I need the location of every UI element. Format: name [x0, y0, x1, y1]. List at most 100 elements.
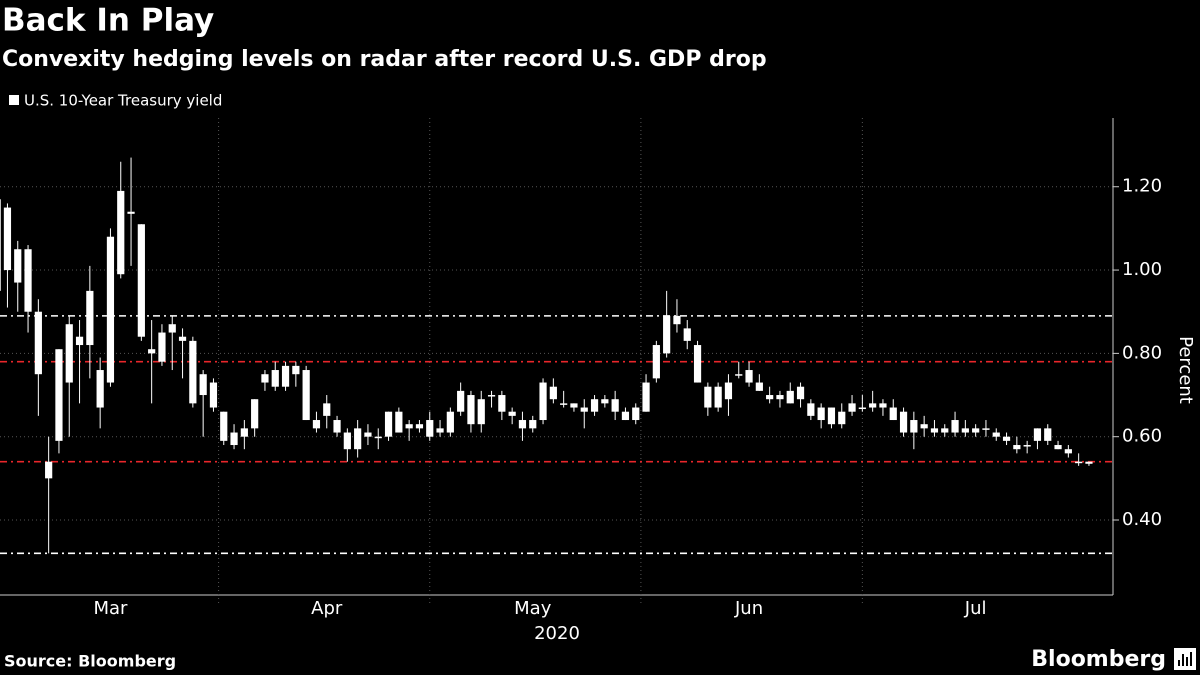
- candle-body: [899, 411, 908, 433]
- candle-body: [220, 411, 228, 441]
- candle-body: [735, 374, 743, 376]
- candle-body: [323, 403, 331, 416]
- candle-body: [354, 428, 362, 450]
- candle-body: [1064, 449, 1072, 454]
- candle-body: [889, 407, 897, 421]
- candle-body: [848, 403, 856, 412]
- candle-body: [817, 407, 825, 421]
- candle-body: [642, 382, 650, 412]
- candle-body: [838, 411, 846, 425]
- candle-body: [611, 399, 619, 412]
- candle-body: [663, 315, 671, 354]
- candle-body: [621, 411, 630, 421]
- candle-body: [508, 411, 516, 416]
- candle-body: [302, 370, 310, 421]
- x-tick-label: Apr: [311, 598, 343, 619]
- source: Source: Bloomberg: [4, 652, 176, 671]
- candle-body: [199, 374, 207, 396]
- candle-body: [714, 386, 722, 408]
- candle-body: [1023, 445, 1031, 447]
- candle-body: [261, 374, 269, 383]
- candle-body: [75, 336, 84, 346]
- x-tick-label: Mar: [93, 598, 128, 619]
- brand-icon: [1174, 648, 1196, 670]
- candle-body: [426, 420, 434, 437]
- candle-body: [312, 420, 321, 429]
- candle-body: [673, 315, 681, 325]
- candle-body: [961, 428, 969, 433]
- candle-body: [106, 236, 115, 383]
- chart-title: Back In Play: [2, 3, 214, 39]
- y-tick-label: 1.20: [1122, 176, 1162, 197]
- candle-body: [333, 420, 341, 433]
- chart-subtitle: Convexity hedging levels on radar after …: [2, 47, 767, 72]
- candle-body: [920, 424, 928, 429]
- y-tick-label: 0.80: [1122, 342, 1162, 363]
- candle-body: [879, 403, 887, 408]
- brand-icon-bars: [1178, 652, 1192, 666]
- candle-body: [590, 399, 599, 412]
- candle-body: [487, 395, 496, 397]
- candle-body: [827, 407, 836, 425]
- candle-body: [405, 424, 413, 429]
- candle-body: [65, 324, 73, 383]
- candle-body: [127, 211, 135, 214]
- candle-body: [209, 382, 218, 408]
- candle-body: [292, 365, 300, 375]
- candle-body: [693, 345, 702, 383]
- candle-body: [652, 345, 660, 379]
- candle-body: [1085, 461, 1093, 464]
- candle-body: [498, 395, 506, 412]
- candle-body: [168, 324, 176, 333]
- candle-body: [467, 395, 475, 425]
- candle-body: [117, 190, 125, 275]
- candle-body: [930, 428, 939, 433]
- candle-body: [446, 411, 454, 433]
- x-axis-label: 2020: [534, 623, 580, 644]
- candle-body: [1033, 428, 1042, 441]
- candle-body: [869, 403, 877, 408]
- candle-body: [755, 382, 763, 391]
- legend-label: U.S. 10-Year Treasury yield: [24, 92, 222, 110]
- candle-body: [45, 461, 53, 479]
- candle-body: [972, 428, 980, 433]
- y-tick-label: 0.40: [1122, 509, 1162, 530]
- legend-swatch: [9, 95, 19, 105]
- candle-body: [34, 311, 42, 375]
- candle-body: [1013, 445, 1021, 450]
- candle-body: [24, 249, 32, 312]
- candle-body: [724, 382, 733, 400]
- candle-body: [539, 382, 547, 421]
- candle-body: [14, 249, 22, 283]
- candle-body: [858, 407, 866, 410]
- candle-body: [1054, 445, 1062, 450]
- candle-body: [343, 432, 351, 450]
- candle-body: [1002, 436, 1011, 441]
- candle-body: [158, 332, 166, 362]
- candle-body: [745, 370, 753, 383]
- candle-body: [796, 386, 805, 400]
- candle-body: [178, 336, 187, 341]
- candle-body: [189, 340, 197, 404]
- candle-body: [518, 420, 527, 429]
- candle-body: [477, 399, 485, 425]
- candle-body: [0, 199, 1, 291]
- candle-body: [384, 411, 393, 437]
- y-tick-label: 1.00: [1122, 259, 1162, 280]
- candle-body: [271, 370, 279, 387]
- candle-body: [457, 390, 465, 412]
- candle-body: [910, 420, 918, 433]
- candle-body: [251, 399, 259, 429]
- candle-body: [601, 399, 609, 404]
- candle-body: [148, 349, 156, 354]
- candle-body: [86, 290, 94, 346]
- candle-body: [560, 403, 568, 405]
- candle-body: [364, 432, 372, 437]
- y-tick-label: 0.60: [1122, 426, 1162, 447]
- candle-body: [395, 411, 403, 433]
- x-tick-label: Jun: [734, 598, 763, 619]
- candle-body: [766, 395, 774, 400]
- candle-body: [982, 428, 990, 430]
- candle-body: [786, 390, 794, 404]
